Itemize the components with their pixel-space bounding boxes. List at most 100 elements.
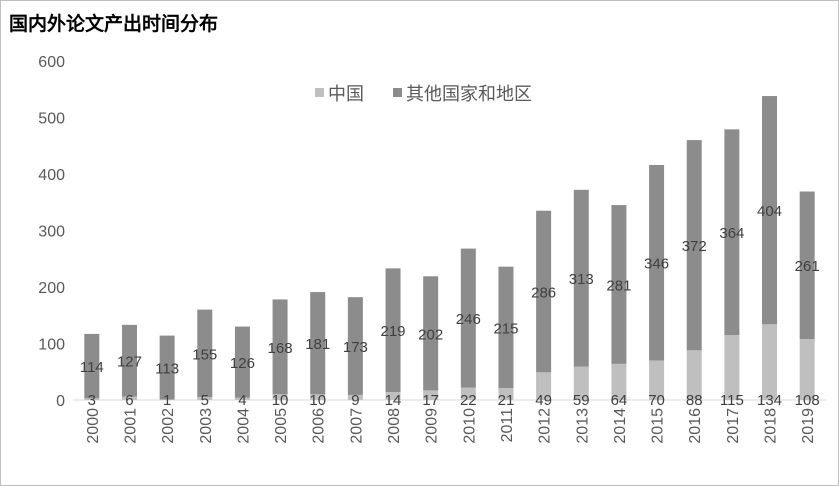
bar-china <box>310 394 326 400</box>
x-tick-label: 2002 <box>160 408 177 444</box>
bar-china <box>272 394 288 400</box>
y-tick-label: 400 <box>38 167 65 184</box>
bar-china <box>611 363 627 400</box>
bar-china <box>460 387 476 400</box>
data-label: 261 <box>795 258 820 275</box>
bar-china <box>121 396 137 400</box>
data-label: 202 <box>418 326 443 343</box>
bar-china <box>159 399 175 400</box>
bar-series <box>84 96 815 400</box>
bar-china <box>573 366 589 400</box>
data-label: 364 <box>719 225 744 242</box>
chart-title: 国内外论文产出时间分布 <box>9 13 219 35</box>
bar-china <box>423 390 439 400</box>
data-label: 59 <box>573 392 590 409</box>
data-label: 49 <box>535 392 552 409</box>
data-label: 1 <box>163 392 171 409</box>
bar-china <box>234 397 250 400</box>
bar-other <box>159 335 175 400</box>
x-tick-label: 2014 <box>612 408 629 444</box>
bar-china <box>762 324 778 400</box>
bar-china <box>498 388 514 400</box>
data-label: 6 <box>125 392 133 409</box>
x-tick-label: 2001 <box>122 408 139 444</box>
data-label: 286 <box>531 285 556 302</box>
bar-china <box>536 372 552 400</box>
bar-other <box>649 164 665 361</box>
data-label: 215 <box>493 320 518 337</box>
bar-other <box>310 292 326 395</box>
x-tick-label: 2004 <box>235 408 252 444</box>
data-label: 246 <box>456 311 481 328</box>
bar-china <box>385 392 401 400</box>
data-label: 115 <box>720 392 744 409</box>
bar-other <box>686 140 702 351</box>
data-label: 3 <box>88 392 96 409</box>
bar-other <box>84 333 100 399</box>
data-label: 114 <box>80 359 104 376</box>
data-label: 404 <box>757 203 782 220</box>
x-tick-label: 2016 <box>687 408 704 444</box>
x-tick-label: 2003 <box>198 408 215 444</box>
data-label: 17 <box>422 392 439 409</box>
data-label: 126 <box>230 355 255 372</box>
legend: 中国 其他国家和地区 <box>315 84 532 104</box>
bar-china <box>686 350 702 400</box>
legend-swatch <box>315 88 324 97</box>
data-label: 64 <box>611 392 628 409</box>
bar-other <box>423 276 439 391</box>
x-tick-label: 2010 <box>461 408 478 444</box>
x-tick-label: 2000 <box>85 408 102 444</box>
y-tick-label: 0 <box>56 393 65 410</box>
data-label: 181 <box>305 336 330 353</box>
x-tick-label: 2009 <box>424 408 441 444</box>
x-tick-label: 2015 <box>650 408 667 444</box>
axes: 0 100 200 300 400 500 600 2000 2001 2002 2003 2004 2… <box>38 54 826 444</box>
x-tick-label: 2019 <box>800 408 817 444</box>
bar-china <box>799 338 815 400</box>
data-label: 9 <box>351 392 359 409</box>
bar-other <box>573 189 589 367</box>
bar-other <box>762 96 778 325</box>
data-label: 10 <box>309 392 326 409</box>
x-tick-label: 2013 <box>574 408 591 444</box>
bar-other <box>460 248 476 388</box>
bar-other <box>197 309 213 398</box>
bar-other <box>498 266 514 389</box>
y-tick-label: 500 <box>38 111 65 128</box>
x-tick-label: 2017 <box>725 408 742 444</box>
bar-china <box>649 360 665 400</box>
bar-other <box>724 129 740 336</box>
data-label: 88 <box>686 392 703 409</box>
data-label: 4 <box>238 392 246 409</box>
data-label: 14 <box>385 392 402 409</box>
data-label: 168 <box>268 340 293 357</box>
legend-label: 中国 <box>328 84 364 104</box>
bar-other <box>611 205 627 364</box>
bar-other <box>272 299 288 395</box>
x-tick-label: 2018 <box>763 408 780 444</box>
data-label: 22 <box>460 392 477 409</box>
data-label: 372 <box>682 238 707 255</box>
data-label: 155 <box>192 346 217 363</box>
y-tick-label: 100 <box>38 337 65 354</box>
bar-china <box>197 397 213 400</box>
data-label: 113 <box>155 361 179 378</box>
data-label: 70 <box>648 392 665 409</box>
bar-china <box>347 394 363 400</box>
data-label: 127 <box>117 354 142 371</box>
y-tick-label: 600 <box>38 54 65 71</box>
data-label: 134 <box>757 392 782 409</box>
x-tick-label: 2005 <box>273 408 290 444</box>
data-label: 346 <box>644 256 669 273</box>
bar-china <box>724 335 740 400</box>
x-tick-label: 2012 <box>537 408 554 444</box>
bar-other <box>121 324 137 397</box>
data-labels: 3 6 1 5 4 10 10 9 14 17 22 21 49 59 64 70 88 115 134 108 114… <box>80 203 820 409</box>
data-label: 5 <box>201 392 209 409</box>
bar-china <box>84 398 100 400</box>
data-label: 313 <box>569 271 594 288</box>
data-label: 21 <box>498 392 515 409</box>
